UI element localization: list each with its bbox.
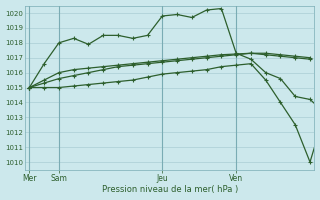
- X-axis label: Pression niveau de la mer( hPa ): Pression niveau de la mer( hPa ): [101, 185, 238, 194]
